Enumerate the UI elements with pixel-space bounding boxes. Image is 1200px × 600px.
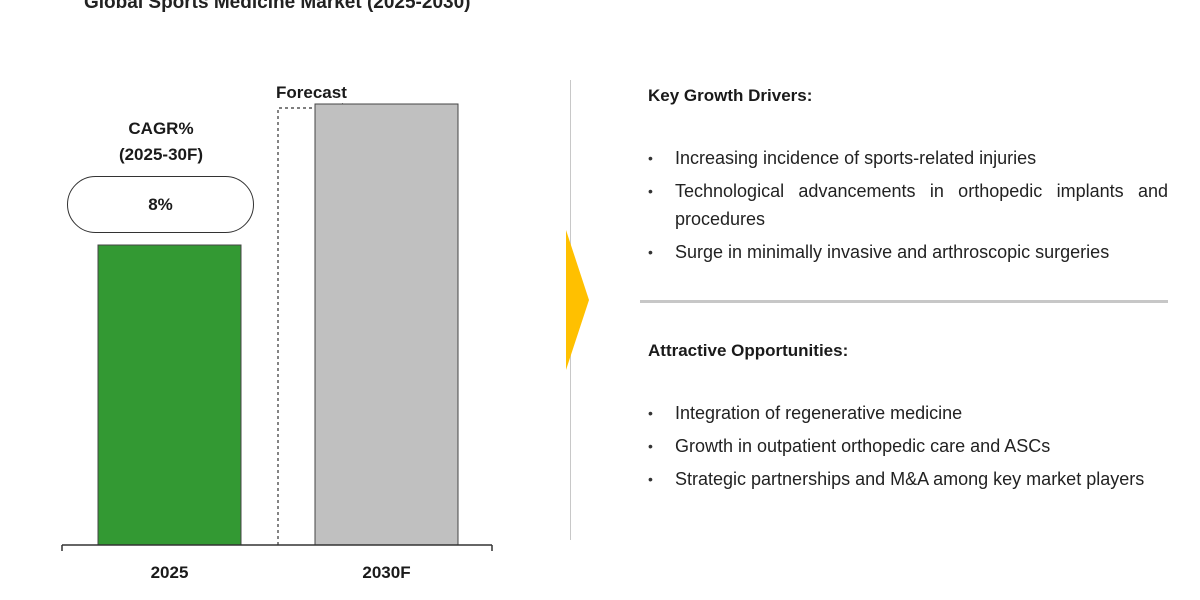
attractive-opportunities-section: Attractive Opportunities: Integration of…: [648, 341, 1168, 498]
key-growth-drivers-list: Increasing incidence of sports-related i…: [648, 144, 1168, 266]
attractive-opportunities-title: Attractive Opportunities:: [648, 341, 849, 360]
list-item: Surge in minimally invasive and arthrosc…: [648, 238, 1168, 266]
list-item: Technological advancements in orthopedic…: [648, 177, 1168, 233]
bar-2030f: [314, 103, 459, 546]
forecast-label: Forecast: [276, 83, 347, 102]
list-item: Increasing incidence of sports-related i…: [648, 144, 1168, 172]
cagr-value-pill: 8%: [67, 176, 254, 233]
cagr-label: CAGR% (2025-30F): [90, 116, 232, 168]
key-growth-drivers-title: Key Growth Drivers:: [648, 86, 813, 105]
chevron-right-icon: [566, 230, 589, 370]
attractive-opportunities-list: Integration of regenerative medicine Gro…: [648, 399, 1168, 493]
x-tick-label: 2030F: [362, 563, 410, 582]
cagr-label-line1: CAGR%: [128, 119, 194, 138]
forecast-bracket: [277, 107, 348, 545]
list-item: Integration of regenerative medicine: [648, 399, 1168, 427]
x-tick-label: 2025: [151, 563, 189, 582]
page-title: Global Sports Medicine Market (2025-2030…: [84, 0, 471, 13]
list-item: Growth in outpatient orthopedic care and…: [648, 432, 1168, 460]
cagr-label-line2: (2025-30F): [118, 145, 204, 164]
market-bar-chart: 2025 2030F: [61, 103, 493, 582]
key-growth-drivers-section: Key Growth Drivers: Increasing incidence…: [648, 86, 1168, 271]
list-item: Strategic partnerships and M&A among key…: [648, 465, 1168, 493]
bar-2025: [97, 244, 242, 546]
cagr-value: 8%: [148, 194, 173, 214]
horizontal-divider: [640, 300, 1168, 303]
